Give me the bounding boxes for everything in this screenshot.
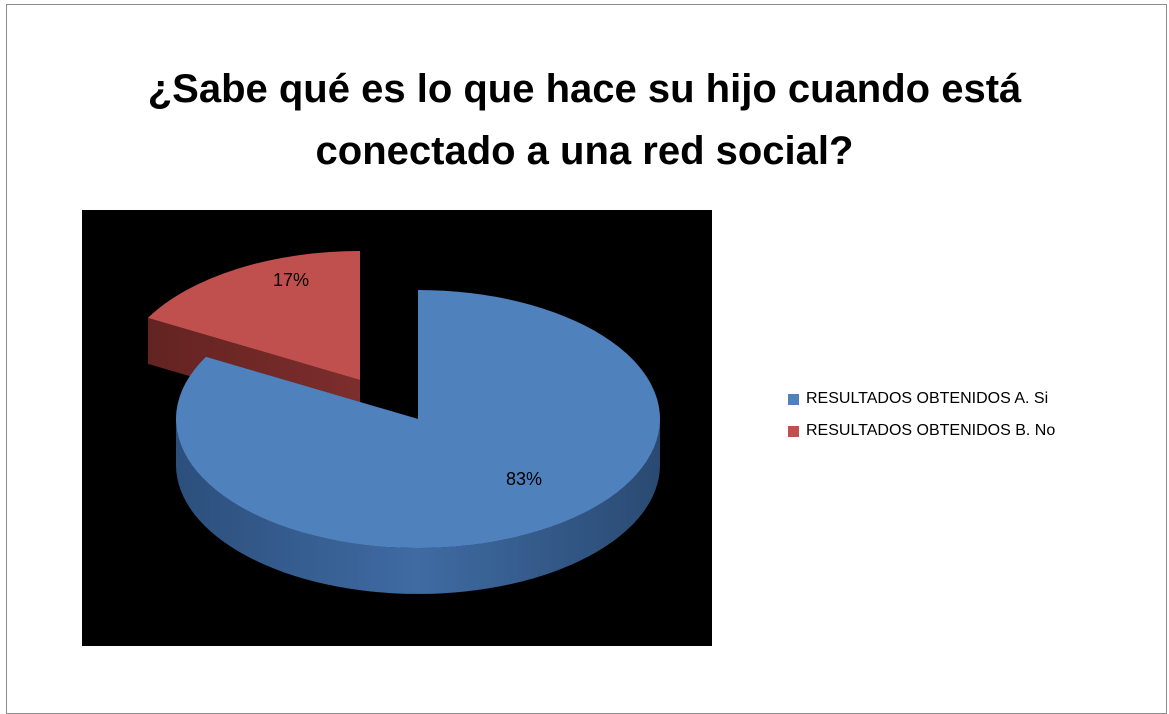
pie-slice-no-top	[147, 251, 360, 380]
pie-slice-si-top	[176, 290, 661, 548]
pie-slice-si	[176, 290, 661, 594]
legend-swatch-no	[788, 425, 799, 437]
chart-title-line-1: ¿Sabe qué es lo que hace su hijo cuando …	[147, 67, 1022, 111]
legend-item-no: RESULTADOS OBTENIDOS B. No	[788, 422, 1055, 440]
data-label-no: 17%	[273, 270, 309, 290]
legend-label-si: RESULTADOS OBTENIDOS A. Si	[806, 390, 1049, 407]
legend-label-no: RESULTADOS OBTENIDOS B. No	[806, 422, 1056, 439]
chart-title-line-2: conectado a una red social?	[315, 129, 854, 173]
data-label-si: 83%	[506, 469, 542, 489]
legend-swatch-si	[788, 393, 799, 405]
pie-slice-si-side	[176, 419, 660, 594]
legend-item-si: RESULTADOS OBTENIDOS A. Si	[788, 390, 1055, 408]
legend: RESULTADOS OBTENIDOS A. Si RESULTADOS OB…	[788, 390, 1055, 454]
chart-title: ¿Sabe qué es lo que hace su hijo cuando …	[0, 58, 1169, 182]
